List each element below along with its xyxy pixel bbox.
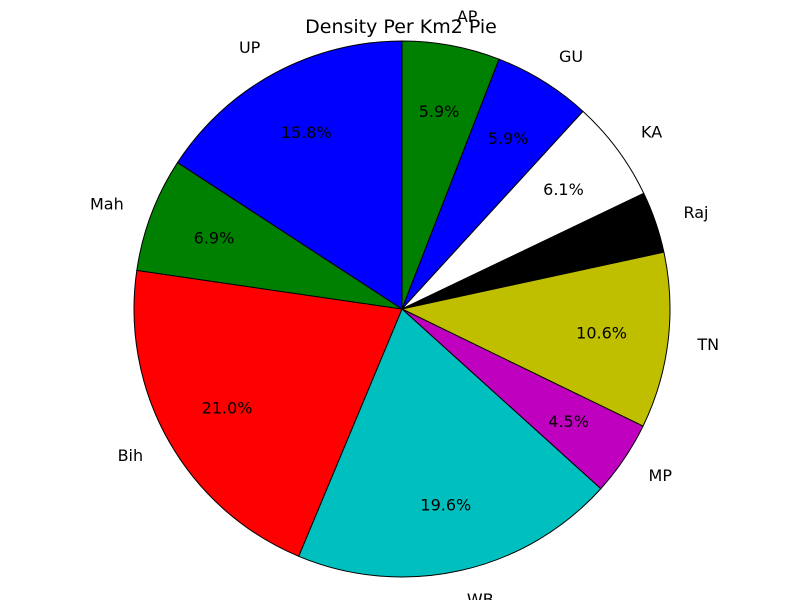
slice-percent-ka: 6.1%: [543, 180, 584, 199]
slice-label-wb: WB: [467, 590, 494, 600]
pie-slice-mah: [136, 162, 403, 310]
slice-label-gu: GU: [559, 47, 583, 66]
slice-percent-ap: 5.9%: [419, 102, 460, 121]
slice-label-raj: Raj: [683, 203, 708, 222]
pie-slice-up: [177, 40, 403, 310]
slice-label-mah: Mah: [90, 194, 124, 213]
pie-slice-bih: [133, 269, 403, 557]
slice-label-up: UP: [239, 38, 261, 57]
slice-label-tn: TN: [696, 335, 719, 354]
pie-slice-tn: [401, 251, 671, 427]
slice-percent-mah: 6.9%: [194, 228, 235, 247]
pie-slices: [133, 40, 671, 578]
slice-percent-bih: 21.0%: [202, 399, 253, 418]
chart-title: Density Per Km2 Pie: [305, 16, 497, 38]
slice-label-ka: KA: [641, 122, 662, 141]
slice-percent-up: 15.8%: [281, 123, 332, 142]
slice-label-mp: MP: [649, 466, 673, 485]
slice-percent-wb: 19.6%: [420, 496, 471, 515]
pie-labels: AP 5.9% GU 5.9% KA 6.1% Raj TN 10.6% MP 4.5% WB 19.6…: [90, 7, 719, 600]
slice-percent-mp: 4.5%: [548, 412, 589, 431]
slice-label-ap: AP: [457, 7, 478, 26]
slice-percent-tn: 10.6%: [576, 323, 627, 342]
slice-label-bih: Bih: [118, 446, 144, 465]
slice-percent-gu: 5.9%: [488, 129, 529, 148]
